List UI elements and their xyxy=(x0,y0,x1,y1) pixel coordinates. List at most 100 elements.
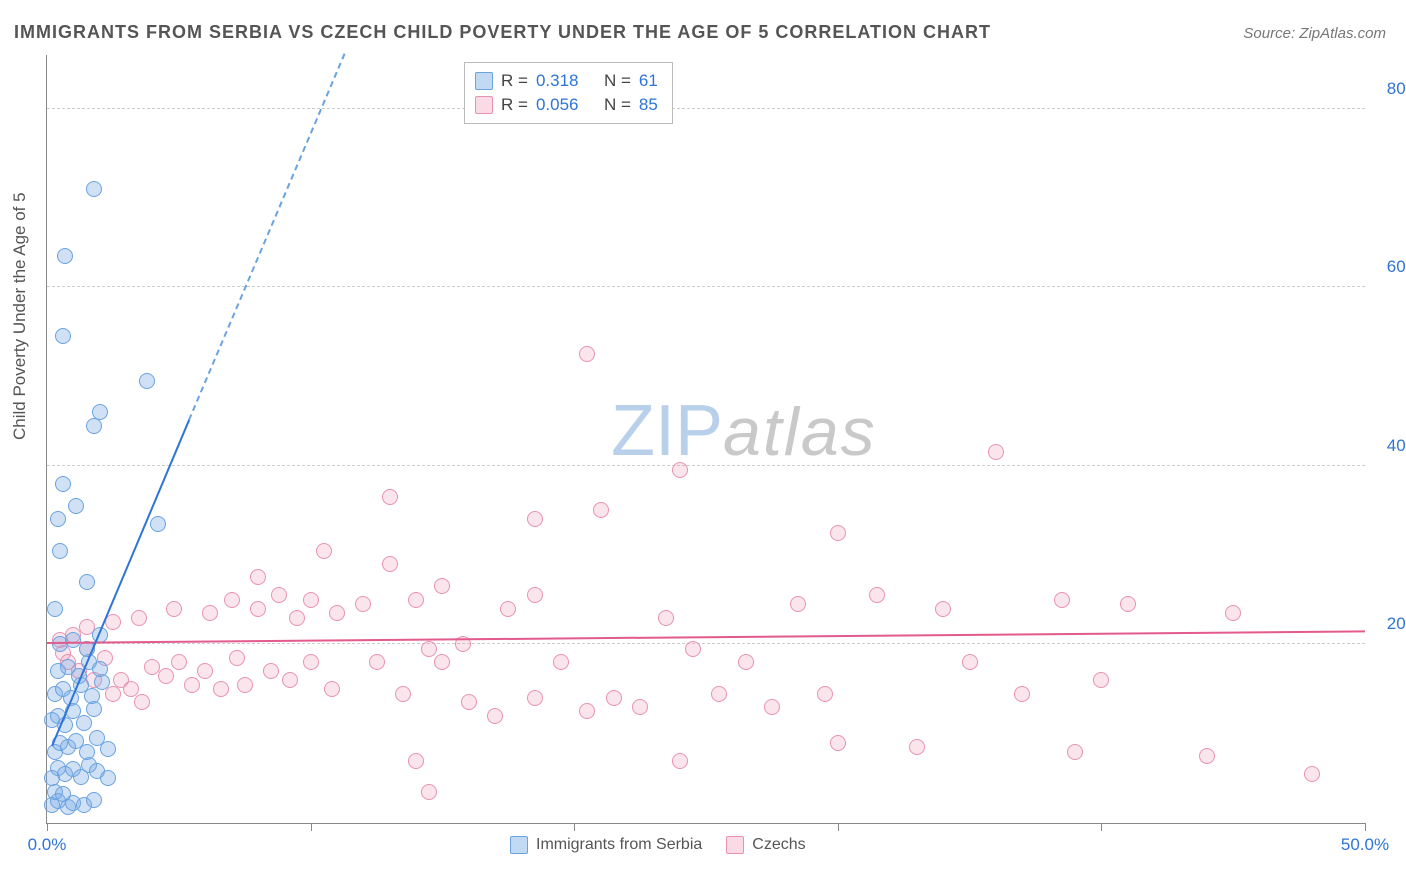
data-point xyxy=(202,605,218,621)
data-point xyxy=(672,462,688,478)
stats-row-blue: R = 0.318 N = 61 xyxy=(475,69,658,93)
data-point xyxy=(1067,744,1083,760)
data-point xyxy=(68,498,84,514)
data-point xyxy=(500,601,516,617)
watermark-atlas: atlas xyxy=(723,394,877,470)
data-point xyxy=(224,592,240,608)
data-point xyxy=(79,744,95,760)
stats-row-pink: R = 0.056 N = 85 xyxy=(475,93,658,117)
data-point xyxy=(935,601,951,617)
data-point xyxy=(606,690,622,706)
data-point xyxy=(100,770,116,786)
data-point xyxy=(1093,672,1109,688)
x-tick xyxy=(1365,823,1366,831)
data-point xyxy=(369,654,385,670)
y-axis-label: Child Poverty Under the Age of 5 xyxy=(10,192,30,440)
n-value-pink: 85 xyxy=(639,93,658,117)
data-point xyxy=(229,650,245,666)
data-point xyxy=(329,605,345,621)
gridline xyxy=(47,643,1365,644)
correlation-stats-box: R = 0.318 N = 61 R = 0.056 N = 85 xyxy=(464,62,673,124)
data-point xyxy=(55,476,71,492)
data-point xyxy=(434,654,450,670)
source-prefix: Source: xyxy=(1243,25,1299,42)
regression-line xyxy=(47,631,1365,645)
data-point xyxy=(100,741,116,757)
data-point xyxy=(764,699,780,715)
data-point xyxy=(86,792,102,808)
source-name: ZipAtlas.com xyxy=(1299,25,1386,42)
scatter-plot-area: ZIPatlas 20.0%40.0%60.0%80.0%0.0%50.0% xyxy=(46,55,1365,824)
data-point xyxy=(1014,686,1030,702)
r-value-pink: 0.056 xyxy=(536,93,579,117)
data-point xyxy=(632,699,648,715)
data-point xyxy=(408,753,424,769)
data-point xyxy=(197,663,213,679)
gridline xyxy=(47,465,1365,466)
data-point xyxy=(213,681,229,697)
data-point xyxy=(84,688,100,704)
legend-item-pink: Czechs xyxy=(726,836,805,854)
data-point xyxy=(527,690,543,706)
data-point xyxy=(324,681,340,697)
legend-item-blue: Immigrants from Serbia xyxy=(510,836,702,854)
data-point xyxy=(166,601,182,617)
data-point xyxy=(421,784,437,800)
data-point xyxy=(382,489,398,505)
y-tick-label: 20.0% xyxy=(1375,614,1406,634)
swatch-blue-icon xyxy=(475,72,493,90)
data-point xyxy=(527,511,543,527)
x-tick-label: 50.0% xyxy=(1341,835,1389,855)
regression-line xyxy=(188,54,345,421)
data-point xyxy=(1304,766,1320,782)
data-point xyxy=(579,703,595,719)
y-tick-label: 80.0% xyxy=(1375,79,1406,99)
data-point xyxy=(150,516,166,532)
gridline xyxy=(47,108,1365,109)
data-point xyxy=(711,686,727,702)
swatch-pink-icon xyxy=(726,836,744,854)
data-point xyxy=(817,686,833,702)
data-point xyxy=(1054,592,1070,608)
x-tick xyxy=(1101,823,1102,831)
data-point xyxy=(92,404,108,420)
x-tick-label: 0.0% xyxy=(28,835,67,855)
data-point xyxy=(1120,596,1136,612)
y-tick-label: 60.0% xyxy=(1375,257,1406,277)
x-tick xyxy=(47,823,48,831)
data-point xyxy=(408,592,424,608)
data-point xyxy=(289,610,305,626)
data-point xyxy=(382,556,398,572)
data-point xyxy=(250,601,266,617)
data-point xyxy=(52,543,68,559)
data-point xyxy=(672,753,688,769)
x-tick xyxy=(311,823,312,831)
data-point xyxy=(92,661,108,677)
data-point xyxy=(830,525,846,541)
data-point xyxy=(685,641,701,657)
regression-line xyxy=(51,420,190,747)
data-point xyxy=(316,543,332,559)
r-label: R = xyxy=(501,93,528,117)
data-point xyxy=(658,610,674,626)
data-point xyxy=(57,248,73,264)
data-point xyxy=(461,694,477,710)
data-point xyxy=(869,587,885,603)
data-point xyxy=(184,677,200,693)
data-point xyxy=(593,502,609,518)
data-point xyxy=(47,601,63,617)
data-point xyxy=(487,708,503,724)
r-value-blue: 0.318 xyxy=(536,69,579,93)
data-point xyxy=(76,715,92,731)
data-point xyxy=(579,346,595,362)
data-point xyxy=(1199,748,1215,764)
legend-label-pink: Czechs xyxy=(752,836,805,854)
bottom-legend: Immigrants from Serbia Czechs xyxy=(510,836,806,854)
r-label: R = xyxy=(501,69,528,93)
n-value-blue: 61 xyxy=(639,69,658,93)
data-point xyxy=(158,668,174,684)
data-point xyxy=(271,587,287,603)
swatch-blue-icon xyxy=(510,836,528,854)
data-point xyxy=(988,444,1004,460)
data-point xyxy=(86,181,102,197)
